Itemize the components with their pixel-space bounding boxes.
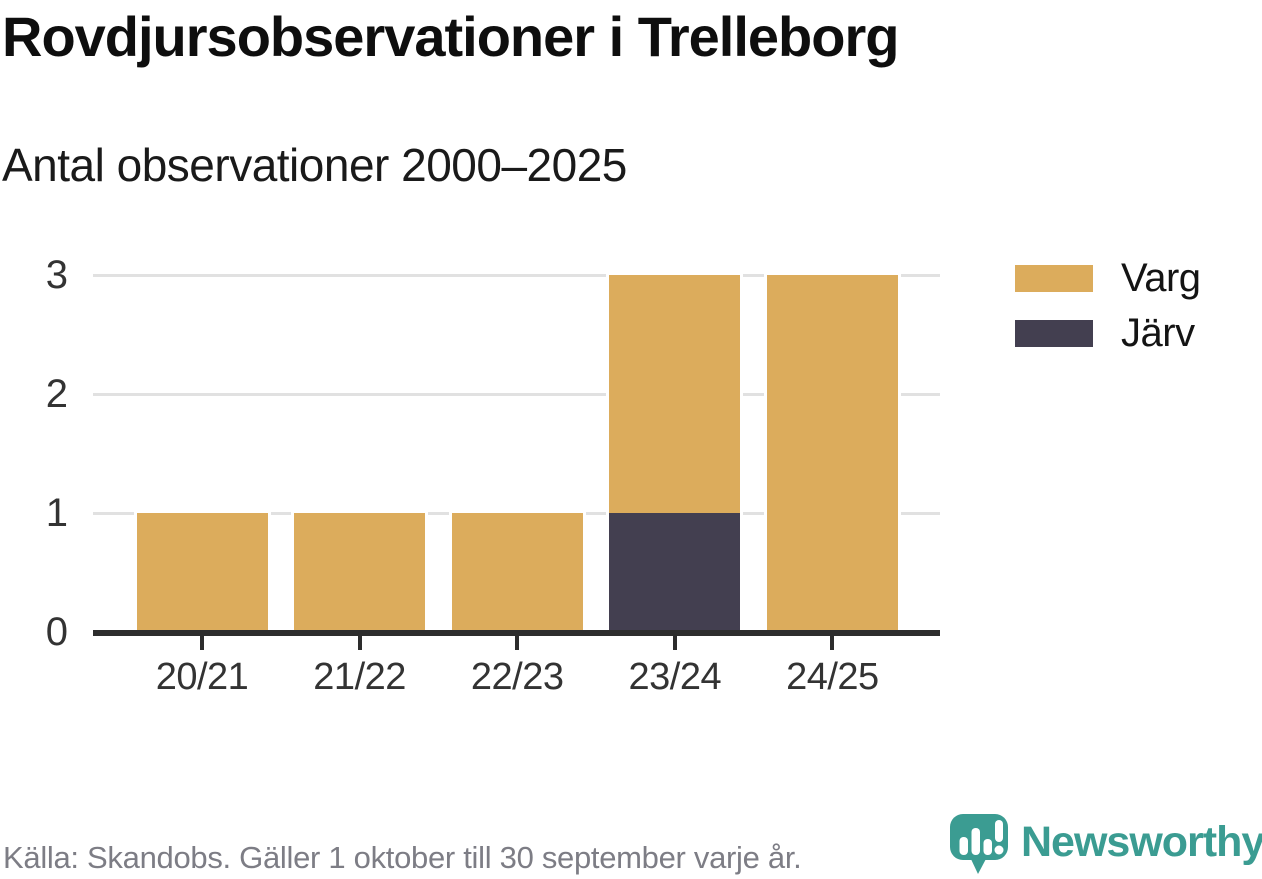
newsworthy-wordmark: Newsworthy [1021, 817, 1262, 866]
legend-swatch-jarv [1015, 319, 1093, 347]
newsworthy-brand: Newsworthy [950, 814, 1262, 876]
y-axis-label-1: 1 [45, 491, 68, 535]
logo-exclamation-bar [995, 820, 1003, 842]
x-axis-label-23/24: 23/24 [628, 656, 722, 698]
logo-bar-2 [971, 828, 980, 855]
bar-21/22 [291, 510, 429, 635]
x-tick-21/22 [357, 636, 362, 650]
legend-swatch-varg [1015, 264, 1093, 292]
logo-bar-1 [959, 837, 968, 855]
x-axis-label-22/23: 22/23 [470, 656, 564, 698]
bar-20/21 [133, 510, 271, 635]
chart-subtitle: Antal observationer 2000–2025 [2, 139, 627, 191]
bar-23/24 [606, 272, 744, 635]
gridline-y-3 [93, 273, 940, 277]
x-tick-20/21 [200, 636, 204, 650]
bar-segment-varg-24/25 [766, 275, 898, 632]
legend: Varg Järv [1015, 255, 1201, 355]
legend-item-jarv: Järv [1015, 310, 1201, 355]
x-tick-24/25 [830, 636, 835, 650]
gridline-y-2 [93, 392, 940, 396]
logo-exclamation-dot [994, 845, 1004, 855]
y-axis-label-0: 0 [45, 610, 68, 654]
bar-segment-varg-22/23 [451, 513, 583, 632]
bar-segment-varg-20/21 [136, 513, 268, 632]
x-axis-label-20/21: 20/21 [155, 656, 249, 698]
newsworthy-logo-icon [950, 814, 1008, 874]
bar-segment-varg-23/24 [609, 275, 741, 513]
chart-title: Rovdjursobservationer i Trelleborg [2, 5, 899, 68]
x-axis-label-24/25: 24/25 [786, 656, 879, 698]
legend-item-varg: Varg [1015, 255, 1201, 300]
y-axis-label-2: 2 [45, 372, 68, 416]
y-axis-label-3: 3 [45, 253, 68, 297]
logo-bar-3 [983, 839, 992, 855]
bar-segment-varg-21/22 [294, 513, 426, 632]
legend-label-varg: Varg [1121, 255, 1201, 300]
bar-segment-järv-23/24 [609, 513, 741, 632]
source-text: Källa: Skandobs. Gäller 1 oktober till 3… [3, 840, 802, 875]
x-axis-line [93, 630, 940, 636]
x-tick-23/24 [672, 636, 677, 650]
bar-24/25 [763, 272, 901, 635]
x-tick-22/23 [515, 636, 520, 650]
legend-label-jarv: Järv [1121, 310, 1195, 355]
bar-22/23 [448, 510, 586, 635]
x-axis-label-21/22: 21/22 [313, 656, 406, 698]
